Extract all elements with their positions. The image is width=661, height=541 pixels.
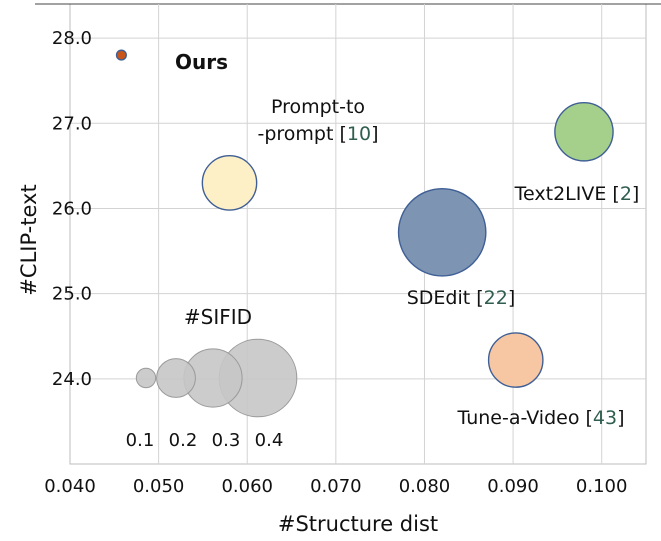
data-bubbles — [115, 49, 614, 388]
sifid-size-label: 0.4 — [255, 430, 284, 451]
x-axis-title: #Structure dist — [278, 512, 438, 536]
data-bubble — [201, 155, 258, 211]
sifid-size-label: 0.2 — [169, 430, 198, 451]
sifid-size-bubble — [135, 367, 157, 389]
point-label: SDEdit [22] — [407, 287, 516, 309]
x-tick-label: 0.100 — [576, 476, 628, 497]
x-tick-label: 0.050 — [133, 476, 185, 497]
data-bubble — [487, 332, 544, 388]
point-labels: Ours Prompt-to -prompt [10] Text2LIVE [2] SD… — [175, 50, 639, 429]
sifid-size-label: 0.3 — [212, 430, 241, 451]
sifid-legend-title: #SIFID — [184, 305, 252, 329]
sifid-size-bubble — [156, 358, 196, 398]
point-label: Text2LIVE [2] — [514, 183, 640, 205]
sifid-size-label: 0.1 — [126, 430, 155, 451]
data-bubble — [554, 101, 614, 162]
plot-area — [69, 3, 647, 465]
x-tick-label: 0.090 — [487, 476, 539, 497]
y-axis-ticks: 24.0 25.0 26.0 27.0 28.0 — [52, 28, 92, 390]
y-axis-title: #CLIP-text — [17, 184, 41, 295]
point-label: Tune-a-Video [43] — [456, 407, 624, 429]
y-tick-label: 28.0 — [52, 28, 92, 49]
y-tick-label: 26.0 — [52, 198, 92, 219]
size-legend: #SIFID 0.1 0.2 0.3 0.4 — [126, 305, 298, 451]
y-tick-label: 24.0 — [52, 369, 92, 390]
point-label: Ours — [175, 50, 228, 74]
y-tick-label: 27.0 — [52, 113, 92, 134]
x-tick-label: 0.060 — [221, 476, 273, 497]
data-bubble — [115, 49, 127, 61]
data-bubble — [397, 187, 487, 277]
x-axis-ticks: 0.040 0.050 0.060 0.070 0.080 0.090 0.100 — [44, 476, 627, 497]
x-tick-label: 0.080 — [399, 476, 451, 497]
point-label: -prompt [10] — [257, 123, 378, 145]
x-tick-label: 0.040 — [44, 476, 96, 497]
y-tick-label: 25.0 — [52, 284, 92, 305]
point-label: Prompt-to — [271, 96, 365, 118]
x-tick-label: 0.070 — [310, 476, 362, 497]
